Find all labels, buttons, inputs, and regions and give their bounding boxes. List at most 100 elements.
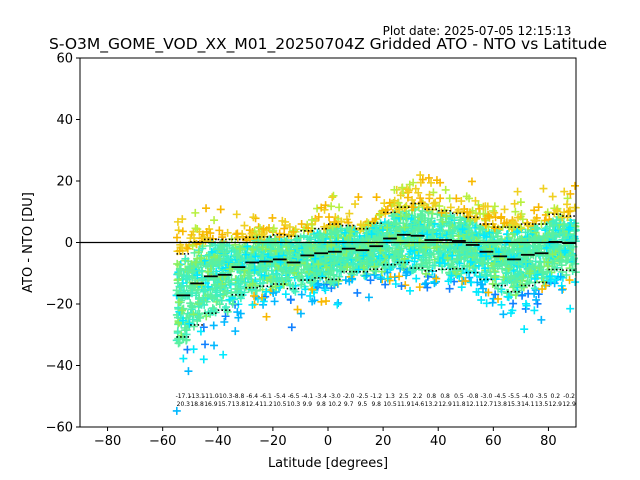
data-point <box>427 178 436 187</box>
data-point <box>416 210 425 219</box>
data-point <box>189 345 198 354</box>
data-point <box>427 218 436 227</box>
data-point <box>552 219 561 228</box>
data-point <box>193 316 202 325</box>
data-point <box>183 244 192 253</box>
data-point <box>359 251 368 260</box>
data-point <box>534 203 543 212</box>
x-tick-label: 80 <box>540 434 557 449</box>
data-point <box>271 235 280 244</box>
data-point <box>419 253 428 262</box>
data-point <box>206 241 215 250</box>
data-point <box>498 264 507 273</box>
data-point <box>497 214 506 223</box>
data-point <box>530 289 539 298</box>
data-point <box>402 185 411 194</box>
data-point <box>295 239 304 248</box>
data-point <box>424 173 433 182</box>
data-point <box>418 175 427 184</box>
bin-stat-label: 0.8 <box>427 393 437 400</box>
data-point <box>296 309 305 318</box>
data-point <box>248 279 257 288</box>
bin-stat-label: -3.5 <box>536 393 548 400</box>
data-point <box>256 264 265 273</box>
bin-stat-label: -3.4 <box>315 393 327 400</box>
data-point <box>563 200 572 209</box>
data-point <box>260 271 269 280</box>
data-point <box>517 282 526 291</box>
data-point <box>339 237 348 246</box>
bin-stat-label: -0.2 <box>563 393 575 400</box>
data-point <box>185 319 194 328</box>
bin-stat-label: 2.5 <box>399 393 409 400</box>
data-point <box>488 298 497 307</box>
data-point <box>293 273 302 282</box>
data-point <box>199 323 208 332</box>
data-point <box>570 203 579 212</box>
data-point <box>181 254 190 263</box>
bin-stat-label: -6.4 <box>246 393 258 400</box>
bin-std-markers <box>176 202 576 338</box>
data-point <box>234 286 243 295</box>
data-point <box>266 247 275 256</box>
data-point <box>223 228 232 237</box>
data-point <box>232 251 241 260</box>
data-point <box>351 254 360 263</box>
data-point <box>244 264 253 273</box>
data-point <box>273 274 282 283</box>
data-point <box>173 279 182 288</box>
data-point <box>406 247 415 256</box>
data-point <box>286 295 295 304</box>
data-point <box>479 284 488 293</box>
chart-title: S-O3M_GOME_VOD_XX_M01_20250704Z Gridded … <box>49 35 607 54</box>
data-point <box>302 261 311 270</box>
data-point <box>513 269 522 278</box>
data-point <box>480 264 489 273</box>
x-tick-label: −80 <box>94 434 121 449</box>
x-tick-label: 60 <box>485 434 502 449</box>
data-point <box>466 257 475 266</box>
bin-stat-label: -2.0 <box>343 393 355 400</box>
data-point <box>405 180 414 189</box>
data-point <box>289 285 298 294</box>
data-point <box>354 193 363 202</box>
data-point <box>359 263 368 272</box>
data-point <box>281 290 290 299</box>
data-point <box>206 229 215 238</box>
data-point <box>548 192 557 201</box>
data-point <box>500 219 509 228</box>
data-point <box>322 263 331 272</box>
data-point <box>206 291 215 300</box>
data-point <box>448 251 457 260</box>
data-point <box>556 272 565 281</box>
data-point <box>175 318 184 327</box>
data-point <box>314 212 323 221</box>
data-point <box>433 210 442 219</box>
data-point <box>566 189 575 198</box>
data-point <box>476 224 485 233</box>
data-point <box>425 190 434 199</box>
data-point <box>259 224 268 233</box>
data-point <box>199 355 208 364</box>
data-point <box>479 240 488 249</box>
data-point <box>202 204 211 213</box>
data-point <box>219 350 228 359</box>
data-point <box>491 290 500 299</box>
data-point <box>546 272 555 281</box>
data-point <box>173 217 182 226</box>
data-point <box>228 299 237 308</box>
data-point <box>285 249 294 258</box>
data-point <box>178 306 187 315</box>
data-point <box>220 317 229 326</box>
data-point <box>383 274 392 283</box>
data-point <box>313 204 322 213</box>
data-point <box>190 248 199 257</box>
data-point <box>347 246 356 255</box>
data-point <box>520 244 529 253</box>
plot-date: Plot date: 2025-07-05 12:15:13 <box>383 24 572 38</box>
data-point <box>531 274 540 283</box>
data-point <box>443 254 452 263</box>
data-point <box>559 219 568 228</box>
data-point <box>187 302 196 311</box>
data-point <box>224 254 233 263</box>
